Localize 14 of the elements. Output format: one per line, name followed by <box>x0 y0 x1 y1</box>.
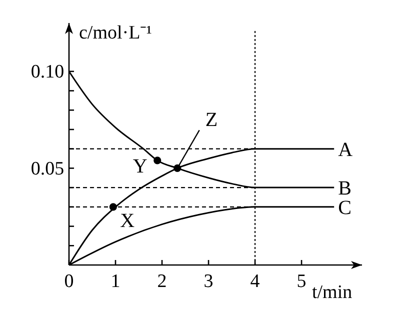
x-tick-label: 1 <box>110 271 120 292</box>
x-tick-label: 4 <box>250 271 260 292</box>
y-tick-label: 0.10 <box>30 61 64 82</box>
y-axis-title: c/mol·L⁻¹ <box>79 22 152 44</box>
x-tick-label: 2 <box>157 271 167 292</box>
x-tick-label: 3 <box>204 271 214 292</box>
series-label: A <box>338 138 354 161</box>
annotation: Z <box>205 109 218 132</box>
annotation: X <box>120 210 136 232</box>
annotation: Y <box>132 155 148 178</box>
x-axis-title: t/min <box>312 282 353 303</box>
x-tick-label: 5 <box>296 271 306 292</box>
x-tick-label: 0 <box>64 271 74 292</box>
y-tick-label: 0.05 <box>30 158 64 180</box>
